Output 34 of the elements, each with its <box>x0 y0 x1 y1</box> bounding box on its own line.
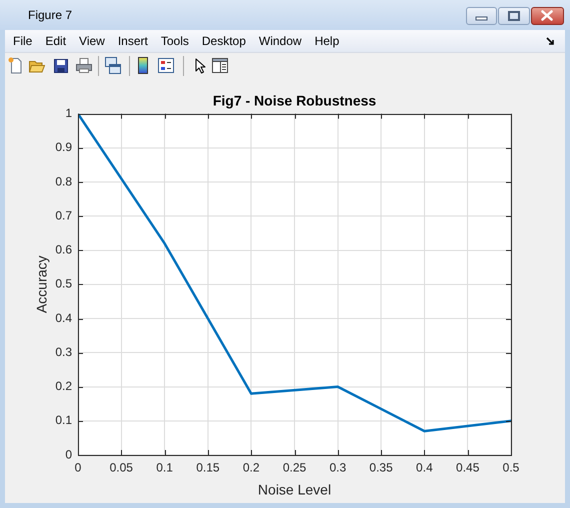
x-tick-label: 0.35 <box>369 460 394 475</box>
text: Help <box>314 34 340 48</box>
x-tick-label: 0.15 <box>196 460 220 475</box>
y-tick-label: 0.1 <box>55 413 72 428</box>
x-tick-label: 0.5 <box>502 460 520 475</box>
x-tick-label: 0.05 <box>110 460 134 475</box>
text: Insert <box>118 34 148 48</box>
chart-title: Fig7 - Noise Robustness <box>212 92 376 108</box>
x-tick-label: 0.4 <box>416 460 434 475</box>
text: File <box>13 34 32 48</box>
x-axis-title: Noise Level <box>258 481 332 498</box>
x-tick-label: 0.2 <box>242 460 260 475</box>
text: Tools <box>160 34 189 48</box>
y-tick-label: 0.4 <box>55 310 72 325</box>
y-tick-label: 1 <box>65 106 72 120</box>
x-tick-label: 0.45 <box>456 460 480 475</box>
caption: Figure 7 <box>28 8 72 22</box>
text: Desktop <box>202 34 246 48</box>
y-tick-label: 0.9 <box>55 140 72 154</box>
y-tick-label: 0.7 <box>55 208 72 222</box>
x-tick-label: 0.3 <box>329 460 346 475</box>
x-tick-label: 0.25 <box>282 460 306 475</box>
y-tick-label: 0 <box>65 447 72 462</box>
text: View <box>79 34 105 48</box>
text: Edit <box>45 34 66 48</box>
text: Window <box>258 34 302 48</box>
x-tick-label: 0.1 <box>156 460 174 475</box>
y-tick-label: 0.8 <box>55 174 72 188</box>
y-tick-label: 0.3 <box>55 344 72 359</box>
y-tick-label: 0.2 <box>55 379 72 394</box>
y-tick-label: 0.6 <box>55 242 72 257</box>
y-tick-label: 0.5 <box>55 276 72 291</box>
x-tick-label: 0 <box>74 460 82 475</box>
y-axis-title: Accuracy <box>33 256 50 314</box>
